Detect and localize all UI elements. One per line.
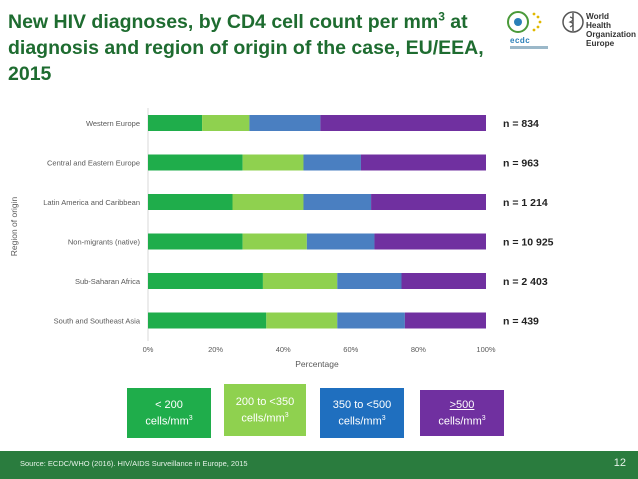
bar-segment — [306, 233, 375, 250]
who-logo-text: World Health Organization Europe — [586, 12, 636, 48]
legend-label: < 200 — [155, 398, 183, 411]
x-tick-label: 40% — [276, 345, 291, 354]
legend-unit: cells/mm3 — [438, 414, 486, 428]
ecdc-logo-underline — [510, 46, 548, 49]
bar-segment — [374, 233, 486, 250]
bar-segment — [242, 233, 307, 250]
category-label: Sub-Saharan Africa — [75, 277, 141, 286]
category-label: Latin America and Caribbean — [43, 198, 140, 207]
bar-segment — [249, 115, 321, 131]
who-line3: Europe — [586, 39, 615, 48]
bar-segment — [320, 115, 486, 131]
bar-segment — [337, 273, 402, 289]
legend-gt500: >500 cells/mm3 — [420, 390, 504, 436]
x-tick-label: 60% — [343, 345, 358, 354]
title-line3: 2015 — [8, 63, 52, 85]
bar-segment — [148, 154, 243, 171]
logos: ecdc World Health Organization Europe — [504, 8, 636, 52]
legend-label: 200 to <350 — [235, 395, 295, 408]
stacked-bar-chart: Western Europe n = 834 Central and Eastern… — [9, 108, 554, 369]
bar-segment — [371, 194, 486, 210]
x-tick-label: 80% — [411, 345, 426, 354]
bar-segment — [242, 154, 304, 171]
x-tick-label: 20% — [208, 345, 223, 354]
x-tick-label: 0% — [143, 345, 154, 354]
x-tick-label: 100% — [476, 345, 496, 354]
x-axis-label: Percentage — [295, 359, 339, 369]
bar-segment — [148, 233, 243, 250]
n-label: n = 963 — [503, 158, 539, 170]
ecdc-emblem-icon — [507, 11, 542, 33]
footer-bar: Source: ECDC/WHO (2016). HIV/AIDS Survei… — [0, 451, 638, 479]
bar-segment — [202, 115, 250, 131]
ecdc-logo: ecdc — [504, 8, 554, 52]
category-label: South and Southeast Asia — [54, 317, 141, 326]
legend-unit: cells/mm3 — [338, 414, 386, 428]
legend-lt200: < 200 cells/mm3 — [127, 388, 211, 438]
page-number: 12 — [613, 457, 626, 469]
bar-segment — [303, 154, 361, 171]
legend-label: >500 — [449, 398, 475, 411]
n-label: n = 834 — [503, 118, 539, 130]
title-line1: New HIV diagnoses, by CD4 cell count per… — [8, 9, 468, 34]
bar-segment — [303, 194, 372, 210]
bar-segment — [360, 154, 486, 171]
category-label: Non-migrants (native) — [68, 238, 141, 247]
slide-title: New HIV diagnoses, by CD4 cell count per… — [8, 9, 513, 87]
bar-segment — [401, 273, 486, 289]
n-label: n = 439 — [503, 316, 539, 328]
bar-segment — [148, 312, 267, 329]
ecdc-logo-text: ecdc — [510, 36, 531, 45]
legend-unit: cells/mm3 — [145, 414, 193, 428]
n-label: n = 10 925 — [503, 237, 554, 249]
legend-200-350: 200 to <350 cells/mm3 — [224, 384, 306, 436]
who-emblem-icon — [562, 11, 584, 33]
legend-label: 350 to <500 — [332, 398, 392, 411]
bar-segment — [148, 194, 233, 210]
category-label: Central and Eastern Europe — [47, 159, 140, 168]
n-label: n = 2 403 — [503, 276, 548, 288]
y-axis-label: Region of origin — [9, 196, 19, 256]
bar-segment — [148, 273, 263, 289]
bar-segment — [337, 312, 405, 329]
source-text: Source: ECDC/WHO (2016). HIV/AIDS Survei… — [20, 459, 248, 468]
n-label: n = 1 214 — [503, 197, 548, 209]
who-logo: World Health Organization Europe — [562, 10, 636, 48]
bar-segment — [232, 194, 304, 210]
category-label: Western Europe — [86, 119, 140, 128]
legend-unit: cells/mm3 — [241, 411, 289, 425]
bar-segment — [148, 115, 203, 131]
who-line2: Organization — [586, 30, 637, 39]
who-line1: World Health — [586, 12, 612, 30]
bar-segment — [404, 312, 486, 329]
title-line2: diagnosis and region of origin of the ca… — [8, 37, 484, 59]
bar-segment — [266, 312, 338, 329]
legend-350-500: 350 to <500 cells/mm3 — [320, 388, 404, 438]
bar-segment — [262, 273, 338, 289]
